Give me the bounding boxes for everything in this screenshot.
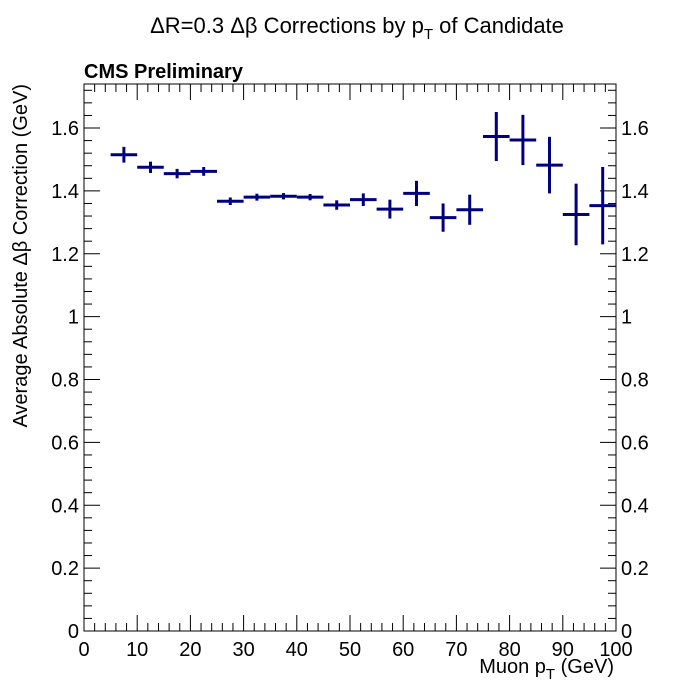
chart-title: ΔR=0.3 Δβ Corrections by pT of Candidate	[150, 13, 564, 43]
data-point	[403, 180, 430, 206]
x-tick-label: 90	[552, 639, 574, 661]
y-tick-label: 0.6	[51, 432, 79, 454]
y-tick-label-right: 0.4	[621, 495, 649, 517]
data-point	[243, 193, 271, 201]
y-tick-label: 1.6	[51, 118, 79, 140]
y-tick-label: 1.2	[51, 244, 79, 266]
y-tick-label-right: 0	[621, 621, 632, 643]
x-tick-label: 20	[179, 639, 201, 661]
y-tick-label-right: 1	[621, 307, 632, 329]
data-point	[190, 166, 217, 176]
data-point	[296, 194, 324, 201]
x-tick-label: 30	[232, 639, 254, 661]
x-tick-label: 70	[445, 639, 467, 661]
data-point	[483, 111, 510, 162]
data-point	[110, 146, 138, 163]
y-tick-label-right: 1.2	[621, 244, 649, 266]
data-point	[323, 200, 350, 210]
y-tick-label: 0.2	[51, 558, 79, 580]
data-point	[429, 203, 457, 232]
x-axis-tick-labels: 0 10 20 30 40 50 60 70 80 90 100	[78, 639, 632, 661]
data-point	[536, 136, 563, 194]
y-tick-label: 0.8	[51, 370, 79, 392]
cms-preliminary-label: CMS Preliminary	[84, 61, 244, 83]
data-point	[562, 183, 590, 246]
data-point	[137, 161, 164, 173]
x-tick-label: 0	[78, 639, 89, 661]
data-point	[456, 194, 483, 225]
y-axis-tick-labels-right: 0 0.2 0.4 0.6 0.8 1 1.2 1.4 1.6	[621, 118, 649, 643]
y-tick-label-right: 1.4	[621, 181, 649, 203]
y-axis-ticks	[84, 89, 616, 632]
x-tick-label: 100	[599, 639, 632, 661]
x-tick-label: 80	[498, 639, 520, 661]
data-point	[376, 199, 404, 219]
data-point	[350, 193, 377, 206]
x-tick-label: 10	[126, 639, 148, 661]
x-tick-label: 60	[392, 639, 414, 661]
data-series	[110, 111, 616, 246]
y-tick-label-right: 0.6	[621, 432, 649, 454]
y-tick-label-right: 0.2	[621, 558, 649, 580]
data-point	[509, 114, 537, 166]
y-tick-label: 1	[68, 307, 79, 329]
data-point	[163, 168, 191, 179]
y-tick-label-right: 1.6	[621, 118, 649, 140]
y-tick-label: 1.4	[51, 181, 79, 203]
x-tick-label: 40	[286, 639, 308, 661]
x-axis-ticks	[83, 84, 617, 631]
x-tick-label: 50	[339, 639, 361, 661]
x-axis-title: Muon pT (GeV)	[479, 656, 614, 683]
data-point	[589, 166, 616, 245]
y-axis-tick-labels-left: 0 0.2 0.4 0.6 0.8 1 1.2 1.4 1.6	[51, 118, 79, 643]
y-tick-label: 0.4	[51, 495, 79, 517]
data-point	[217, 197, 244, 206]
y-axis-title: Average Absolute Δβ Correction (GeV)	[10, 84, 32, 428]
data-point	[270, 193, 297, 200]
y-tick-label-right: 0.8	[621, 370, 649, 392]
y-tick-label: 0	[68, 621, 79, 643]
